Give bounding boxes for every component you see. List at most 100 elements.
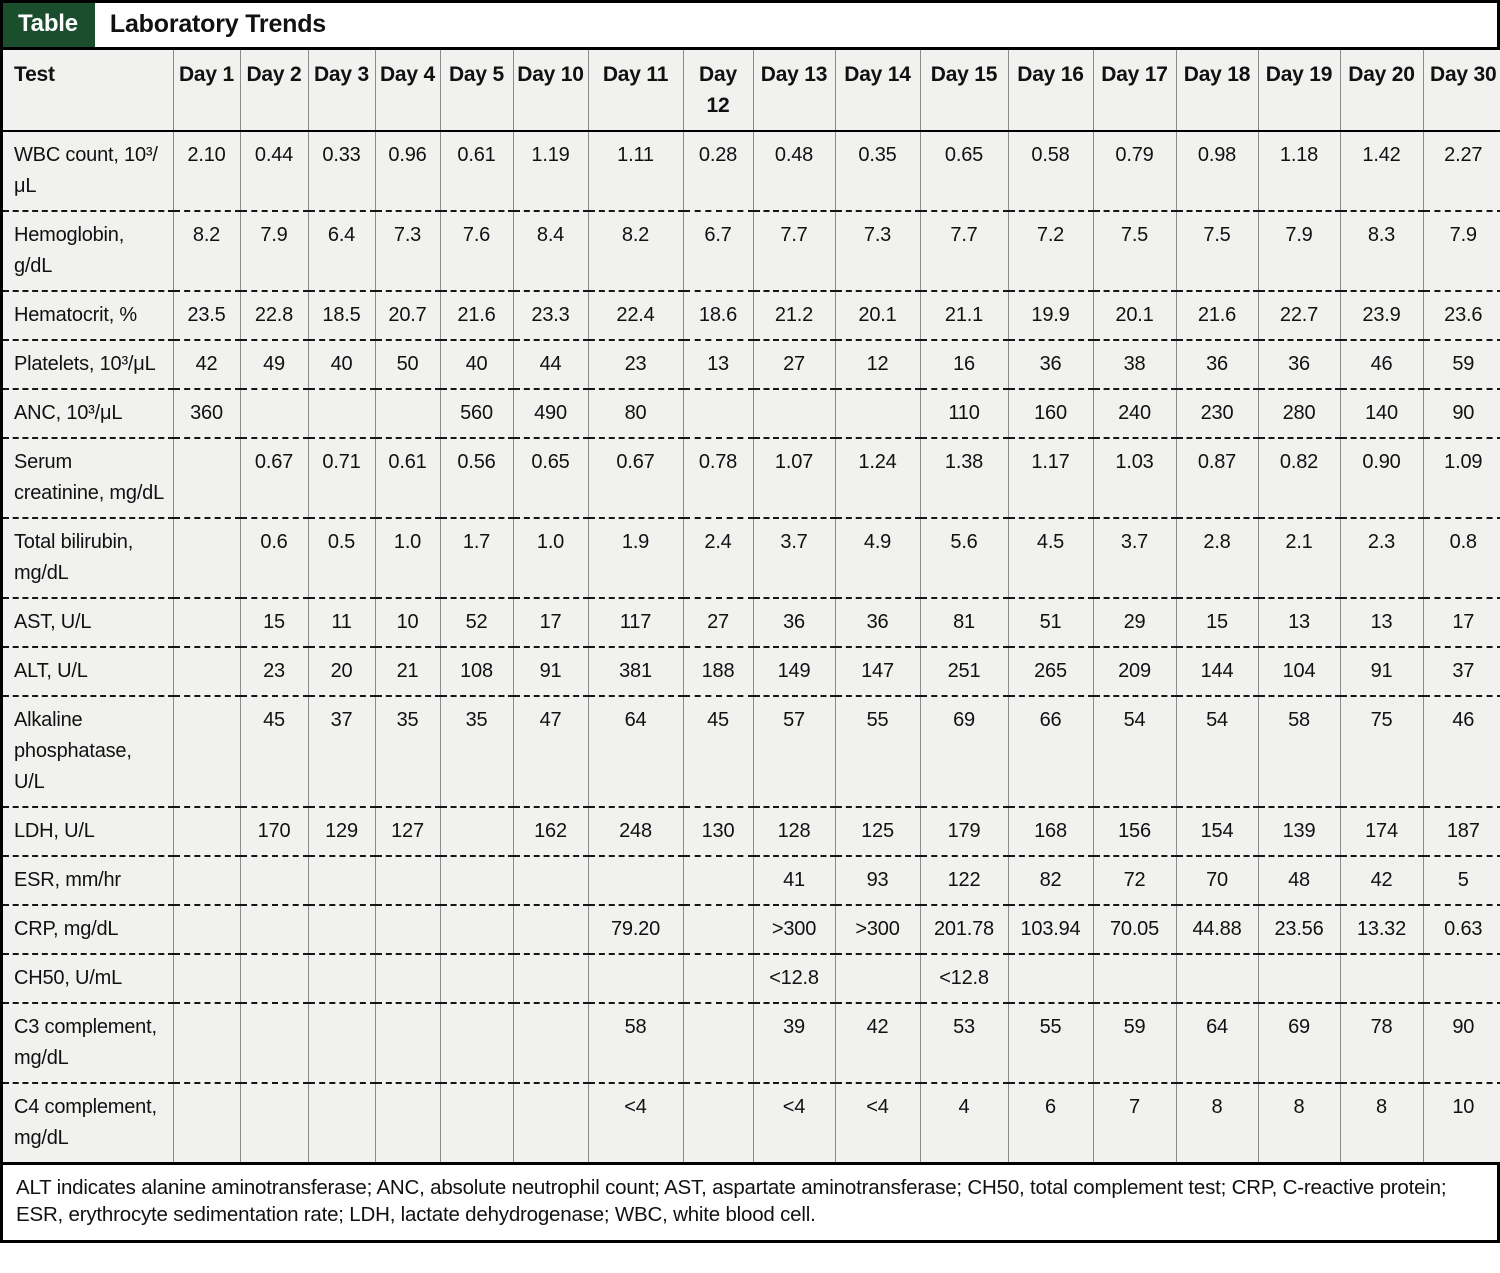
value-cell: 27 [682, 597, 753, 647]
value-cell: 44.88 [1175, 904, 1258, 954]
value-cell: 15 [239, 597, 308, 647]
value-cell [172, 904, 240, 954]
value-cell: 251 [919, 646, 1008, 696]
value-cell [1092, 953, 1176, 1003]
value-cell: 54 [1092, 695, 1176, 807]
value-cell: 21.2 [752, 290, 835, 340]
table-row: Hemoglobin, g/dL 8.2 7.9 6.4 7.3 7.6 8.4 8.2 6.7… [3, 210, 1500, 291]
value-cell [172, 1002, 240, 1083]
value-cell: 0.44 [239, 131, 308, 211]
value-cell: 0.71 [307, 437, 375, 518]
value-cell: 0.5 [307, 517, 375, 598]
table-body: WBC count, 10³/μL 2.10 0.44 0.33 0.96 0.61 1.1… [3, 131, 1500, 1162]
value-cell: 17 [1422, 597, 1500, 647]
value-cell: 174 [1339, 806, 1423, 856]
table-row: LDH, U/L 170 129 127 162 248 130 128 125 179 168 15… [3, 806, 1500, 856]
day-column-header: Day 20 [1339, 50, 1423, 132]
value-cell: 90 [1422, 388, 1500, 438]
value-cell: 0.61 [439, 131, 513, 211]
value-cell: 0.8 [1422, 517, 1500, 598]
value-cell: 7.7 [752, 210, 835, 291]
value-cell: 0.67 [587, 437, 683, 518]
table-row: Serum creatinine, mg/dL 0.67 0.71 0.61 0.56 0… [3, 437, 1500, 518]
day-column-header: Day 14 [834, 50, 920, 132]
value-cell: 57 [752, 695, 835, 807]
test-name-cell: Hematocrit, % [3, 290, 173, 340]
value-cell [439, 1082, 513, 1162]
value-cell [439, 855, 513, 905]
value-cell [172, 806, 240, 856]
test-name-cell: Alkaline phosphatase, U/L [3, 695, 173, 807]
table-badge: Table [3, 3, 95, 47]
value-cell: 51 [1007, 597, 1093, 647]
value-cell [439, 904, 513, 954]
value-cell [307, 855, 375, 905]
value-cell [239, 388, 308, 438]
table-row: C3 complement, mg/dL 58 39 42 53 55 59 64 69 78 90 [3, 1002, 1500, 1083]
value-cell: 1.38 [919, 437, 1008, 518]
value-cell: 179 [919, 806, 1008, 856]
table-row: Platelets, 10³/μL 42 49 40 50 40 44 23 13 27 12 16 3… [3, 339, 1500, 389]
value-cell: 22.8 [239, 290, 308, 340]
value-cell: 139 [1257, 806, 1340, 856]
value-cell: 20.1 [834, 290, 920, 340]
value-cell [439, 806, 513, 856]
value-cell [682, 1002, 753, 1083]
lab-table: Test Day 1 Day 2 Day 3 Day 4 Day 5 Day 10 Day 1… [3, 50, 1500, 1162]
table-row: Hematocrit, % 23.5 22.8 18.5 20.7 21.6 23.3 22.… [3, 290, 1500, 340]
value-cell: 0.65 [919, 131, 1008, 211]
value-cell: 147 [834, 646, 920, 696]
value-cell [172, 517, 240, 598]
value-cell: <4 [752, 1082, 835, 1162]
value-cell: 42 [834, 1002, 920, 1083]
value-cell: 49 [239, 339, 308, 389]
value-cell: 8 [1175, 1082, 1258, 1162]
value-cell: 0.61 [374, 437, 440, 518]
value-cell [512, 1002, 588, 1083]
value-cell: 1.03 [1092, 437, 1176, 518]
value-cell: 41 [752, 855, 835, 905]
value-cell: 64 [587, 695, 683, 807]
value-cell: 7.9 [239, 210, 308, 291]
value-cell: >300 [752, 904, 835, 954]
value-cell: 1.19 [512, 131, 588, 211]
value-cell: 0.90 [1339, 437, 1423, 518]
value-cell: 40 [307, 339, 375, 389]
value-cell: 0.35 [834, 131, 920, 211]
value-cell: 37 [307, 695, 375, 807]
value-cell: 8 [1257, 1082, 1340, 1162]
value-cell: 42 [1339, 855, 1423, 905]
day-column-header: Day 2 [239, 50, 308, 132]
value-cell: 5 [1422, 855, 1500, 905]
table-row: ESR, mm/hr 41 93 122 82 72 70 48 42 5 [3, 855, 1500, 905]
value-cell: 156 [1092, 806, 1176, 856]
value-cell [682, 904, 753, 954]
value-cell: 8.2 [587, 210, 683, 291]
value-cell: 23.5 [172, 290, 240, 340]
value-cell: 2.10 [172, 131, 240, 211]
table-row: AST, U/L 15 11 10 52 17 117 27 36 36 81 51 29 15 13 13 1… [3, 597, 1500, 647]
test-name-cell: Platelets, 10³/μL [3, 339, 173, 389]
value-cell: 4 [919, 1082, 1008, 1162]
value-cell: 91 [512, 646, 588, 696]
value-cell: 240 [1092, 388, 1176, 438]
value-cell: <4 [834, 1082, 920, 1162]
day-column-header: Day 17 [1092, 50, 1176, 132]
value-cell [172, 437, 240, 518]
value-cell: 0.56 [439, 437, 513, 518]
value-cell [752, 388, 835, 438]
day-column-header: Day 11 [587, 50, 683, 132]
value-cell: 78 [1339, 1002, 1423, 1083]
value-cell [1422, 953, 1500, 1003]
value-cell [587, 953, 683, 1003]
test-name-cell: AST, U/L [3, 597, 173, 647]
value-cell: 44 [512, 339, 588, 389]
value-cell: 21.1 [919, 290, 1008, 340]
test-name-cell: Hemoglobin, g/dL [3, 210, 173, 291]
test-name-cell: C3 complement, mg/dL [3, 1002, 173, 1083]
value-cell: 18.5 [307, 290, 375, 340]
value-cell: 1.11 [587, 131, 683, 211]
value-cell [307, 1082, 375, 1162]
value-cell: 162 [512, 806, 588, 856]
value-cell: 20.1 [1092, 290, 1176, 340]
